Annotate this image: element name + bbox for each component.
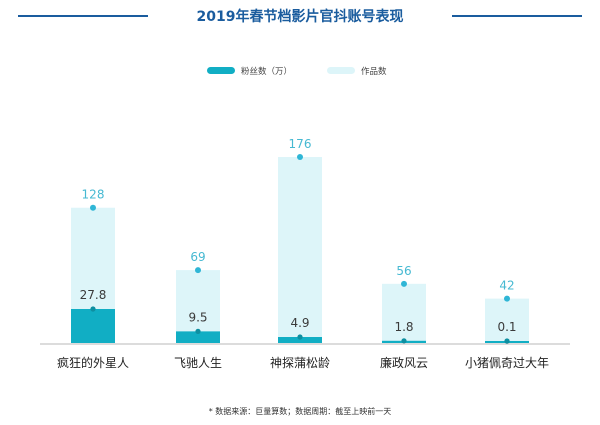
works-marker: [90, 204, 96, 211]
works-value-label: 176: [289, 137, 312, 151]
fans-marker: [90, 306, 96, 312]
works-marker: [401, 280, 407, 287]
works-bar: [278, 157, 322, 343]
legend-swatch-works: [327, 67, 355, 74]
source-note: * 数据来源：巨量算数；数据周期：截至上映前一天: [209, 406, 392, 416]
works-marker: [195, 267, 201, 274]
works-bar: [382, 283, 426, 343]
fans-bar: [71, 309, 115, 343]
category-label: 神探蒲松龄: [270, 356, 330, 370]
legend-swatch-fans: [207, 67, 235, 74]
fans-value-label: 0.1: [497, 320, 516, 334]
chart-title: 2019年春节档影片官抖账号表现: [197, 8, 404, 25]
fans-value-label: 27.8: [80, 288, 107, 302]
fans-marker: [504, 338, 510, 344]
works-value-label: 42: [499, 279, 514, 293]
category-labels: 疯狂的外星人 飞驰人生 神探蒲松龄 廉政风云 小猪佩奇过大年: [57, 355, 549, 370]
legend-label-works: 作品数: [361, 66, 387, 77]
fans-marker: [297, 334, 303, 340]
legend-label-fans: 粉丝数（万）: [241, 66, 292, 77]
works-bars: [71, 157, 529, 343]
fans-marker: [195, 328, 201, 334]
works-marker: [504, 295, 510, 302]
fans-value-label: 9.5: [188, 310, 207, 324]
works-value-label: 56: [396, 264, 411, 278]
fans-bar: [176, 331, 220, 343]
fans-bar: [278, 337, 322, 343]
category-label: 廉政风云: [380, 355, 428, 370]
category-label: 疯狂的外星人: [57, 355, 129, 370]
category-label: 飞驰人生: [174, 356, 222, 370]
works-bar: [485, 298, 529, 343]
works-value-label: 69: [190, 250, 205, 264]
legend: 粉丝数（万） 作品数: [207, 66, 387, 77]
works-value-label: 128: [82, 188, 105, 202]
data-markers: [90, 154, 510, 344]
fans-value-label: 1.8: [394, 320, 413, 334]
works-marker: [297, 154, 303, 160]
value-labels: 128 27.8 69 9.5 176 4.9 56 1.8 42 0.1: [80, 137, 517, 334]
category-label: 小猪佩奇过大年: [465, 356, 549, 370]
fans-marker: [401, 338, 407, 344]
fans-value-label: 4.9: [290, 316, 309, 330]
chart-title-group: 2019年春节档影片官抖账号表现: [18, 8, 582, 25]
